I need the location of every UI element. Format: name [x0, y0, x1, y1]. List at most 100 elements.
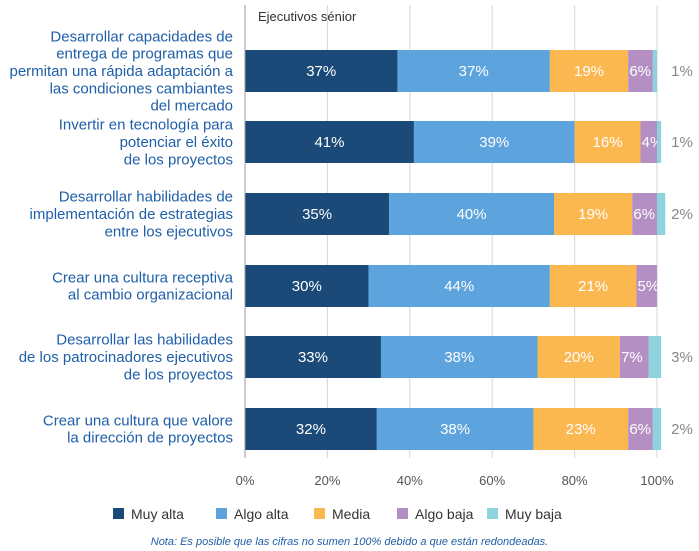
category-labels: Desarrollar capacidades de entrega de pro…: [10, 28, 234, 446]
data-label: 37%: [459, 63, 489, 80]
category-label-line: de los proyectos: [124, 151, 233, 168]
legend-label: Muy baja: [505, 506, 562, 522]
data-label: 20%: [564, 349, 594, 366]
x-tick-label: 80%: [562, 473, 588, 488]
bar-segment: [397, 50, 550, 92]
footnote: Nota: Es posible que las cifras no sumen…: [150, 536, 549, 548]
category-label: Crear una cultura que valore la dirección…: [43, 412, 233, 446]
bar-segment: [632, 193, 657, 235]
bar-segment: [640, 121, 657, 163]
x-tick-labels: 0% 20% 40% 60% 80% 100%: [236, 473, 674, 488]
x-tick-label: 0%: [236, 473, 255, 488]
category-label-line: permitan una rápida adaptación a: [10, 63, 234, 80]
bar-segment: [245, 336, 381, 378]
category-label-line: Invertir en tecnología para: [59, 117, 234, 134]
x-tick-label: 60%: [479, 473, 505, 488]
bar-segment: [376, 408, 534, 450]
category-label-line: potenciar el éxito: [120, 134, 233, 151]
bar-segment: [657, 193, 666, 235]
x-tick-label: 100%: [640, 473, 674, 488]
bar-segment: [537, 336, 620, 378]
data-label: 7%: [621, 349, 643, 366]
data-label: 39%: [479, 134, 509, 151]
bar-segment: [549, 50, 629, 92]
category-label-line: entre los ejecutivos: [105, 223, 233, 240]
bar-segment: [652, 408, 662, 450]
category-label-line: implementación de estrategias: [30, 206, 233, 223]
category-label-line: Crear una cultura que valore: [43, 412, 233, 429]
bar-segment: [245, 193, 390, 235]
legend-swatch: [397, 508, 408, 519]
data-label: 1%: [671, 134, 693, 151]
data-label: 1%: [671, 63, 693, 80]
category-label-line: Crear una cultura receptiva: [52, 269, 234, 286]
category-label-line: Desarrollar las habilidades: [56, 332, 233, 349]
category-label-line: de los patrocinadores ejecutivos: [19, 349, 233, 366]
data-label: 41%: [314, 134, 344, 151]
data-label: 44%: [444, 278, 474, 295]
bars: 37% 37% 19% 6% 1%41% 39% 16% 4% 1%35% 40% 19% 6% 2%3…: [245, 50, 693, 450]
legend-label: Muy alta: [131, 506, 184, 522]
category-label-line: entrega de programas que: [56, 46, 233, 63]
category-label-line: Desarrollar capacidades de: [50, 28, 233, 45]
category-label: Desarrollar capacidades de entrega de pro…: [10, 28, 234, 114]
x-tick-label: 40%: [397, 473, 423, 488]
chart-subtitle: Ejecutivos sénior: [258, 9, 357, 24]
bar-segment: [245, 121, 414, 163]
bar-segment: [554, 193, 633, 235]
data-label: 23%: [566, 421, 596, 438]
category-label-line: del mercado: [150, 98, 233, 115]
bar-segment: [549, 265, 637, 307]
data-label: 6%: [629, 421, 651, 438]
data-label: 30%: [292, 278, 322, 295]
bar-segment: [413, 121, 575, 163]
data-label: 40%: [457, 206, 487, 223]
bar-segment: [648, 336, 662, 378]
category-label: Desarrollar habilidades de implementación…: [30, 189, 233, 241]
data-label: 16%: [593, 134, 623, 151]
data-label: 35%: [302, 206, 332, 223]
legend-swatch: [487, 508, 498, 519]
bar-segment: [574, 121, 641, 163]
legend-swatch: [113, 508, 124, 519]
bar-segment: [245, 50, 398, 92]
bar-segment: [533, 408, 629, 450]
data-label: 19%: [578, 206, 608, 223]
legend-swatch: [216, 508, 227, 519]
data-label: 32%: [296, 421, 326, 438]
category-label-line: las condiciones cambiantes: [50, 80, 233, 97]
data-label: 19%: [574, 63, 604, 80]
legend-label: Media: [332, 506, 370, 522]
bar-segment: [245, 408, 377, 450]
legend: Muy alta Algo alta Media Algo baja Muy baja: [113, 506, 562, 522]
category-label: Invertir en tecnología para potenciar el …: [59, 117, 234, 169]
data-label: 2%: [671, 206, 693, 223]
bar-segment: [652, 50, 657, 92]
bar-segment: [628, 408, 653, 450]
legend-label: Algo alta: [234, 506, 289, 522]
data-label: 6%: [629, 63, 651, 80]
data-label: 33%: [298, 349, 328, 366]
category-label-line: al cambio organizacional: [68, 287, 233, 304]
category-label-line: Desarrollar habilidades de: [59, 189, 233, 206]
data-label: 21%: [578, 278, 608, 295]
data-label: 37%: [306, 63, 336, 80]
data-label: 38%: [440, 421, 470, 438]
bar-segment: [389, 193, 554, 235]
category-label-line: la dirección de proyectos: [67, 430, 233, 447]
data-label: 38%: [444, 349, 474, 366]
bar-segment: [628, 50, 653, 92]
x-tick-label: 20%: [314, 473, 340, 488]
category-label: Crear una cultura receptiva al cambio org…: [52, 269, 234, 303]
data-label: 2%: [671, 421, 693, 438]
category-label-line: de los proyectos: [124, 366, 233, 383]
bar-segment: [245, 265, 369, 307]
bar-segment: [368, 265, 550, 307]
data-label: 3%: [671, 349, 693, 366]
data-label: 6%: [633, 206, 655, 223]
bar-segment: [380, 336, 538, 378]
legend-swatch: [314, 508, 325, 519]
bar-segment: [619, 336, 649, 378]
category-label: Desarrollar las habilidades de los patroc…: [19, 332, 233, 384]
